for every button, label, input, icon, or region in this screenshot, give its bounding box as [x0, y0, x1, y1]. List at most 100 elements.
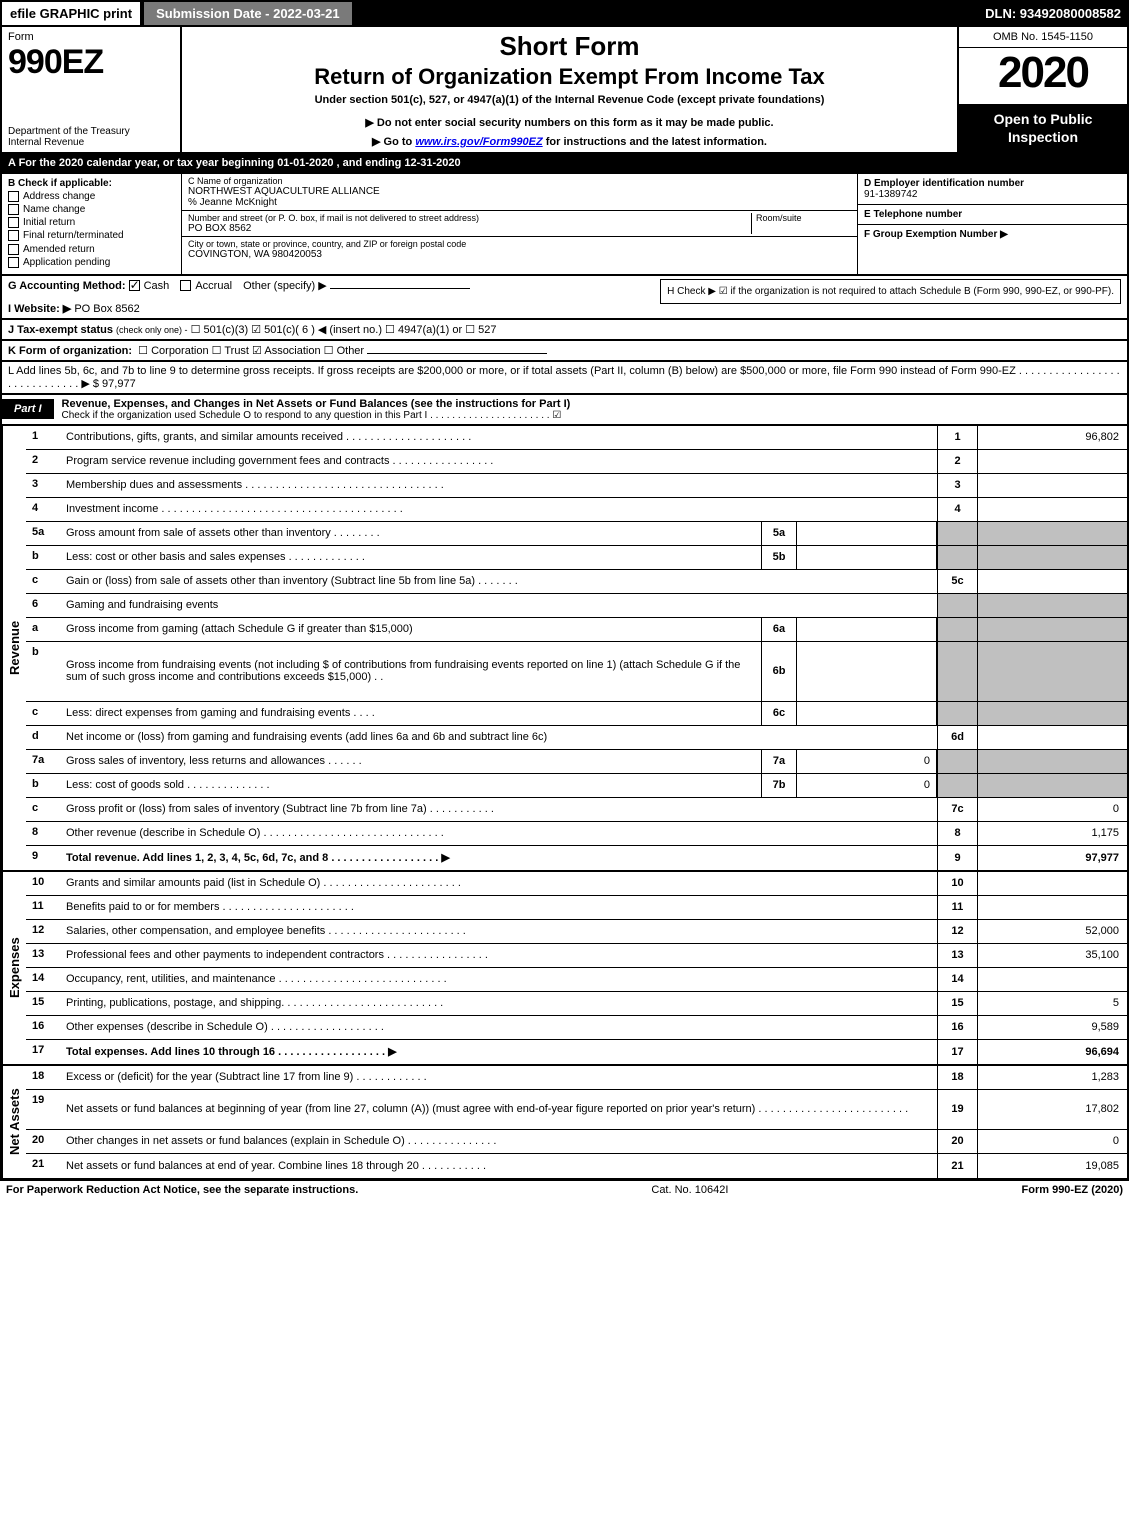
check-address[interactable]: Address change [8, 191, 175, 202]
col-b-checks: B Check if applicable: Address change Na… [2, 174, 182, 274]
line-6: 6Gaming and fundraising events [26, 594, 1127, 618]
col-c-org: C Name of organization NORTHWEST AQUACUL… [182, 174, 857, 274]
line-1: 1Contributions, gifts, grants, and simil… [26, 426, 1127, 450]
street-value: PO BOX 8562 [188, 223, 751, 234]
e-label: E Telephone number [864, 209, 1121, 220]
line-3: 3Membership dues and assessments . . . .… [26, 474, 1127, 498]
row-a-period: A For the 2020 calendar year, or tax yea… [0, 154, 1129, 174]
part-1-label: Part I [2, 399, 54, 419]
line-2: 2Program service revenue including gover… [26, 450, 1127, 474]
check-initial[interactable]: Initial return [8, 217, 175, 228]
page-footer: For Paperwork Reduction Act Notice, see … [0, 1180, 1129, 1199]
line-18: 18Excess or (deficit) for the year (Subt… [26, 1066, 1127, 1090]
street-row: Number and street (or P. O. box, if mail… [182, 211, 857, 237]
form-ref: Form 990-EZ (2020) [1022, 1184, 1123, 1196]
submission-date: Submission Date - 2022-03-21 [142, 0, 354, 27]
line-20: 20Other changes in net assets or fund ba… [26, 1130, 1127, 1154]
goto-pre: ▶ Go to [372, 136, 415, 148]
city-row: City or town, state or province, country… [182, 237, 857, 262]
room-label: Room/suite [751, 213, 851, 234]
c-label: C Name of organization [188, 176, 851, 186]
header-right: OMB No. 1545-1150 2020 Open to Public In… [957, 27, 1127, 152]
under-section: Under section 501(c), 527, or 4947(a)(1)… [190, 94, 949, 106]
row-l-gross: L Add lines 5b, 6c, and 7b to line 9 to … [0, 362, 1129, 395]
department-label: Department of the Treasury Internal Reve… [8, 126, 174, 148]
revenue-table: Revenue 1Contributions, gifts, grants, a… [0, 426, 1129, 872]
pra-notice: For Paperwork Reduction Act Notice, see … [6, 1184, 358, 1196]
short-form-title: Short Form [190, 31, 949, 62]
line-11: 11Benefits paid to or for members . . . … [26, 896, 1127, 920]
goto-post: for instructions and the latest informat… [543, 136, 767, 148]
line-13: 13Professional fees and other payments t… [26, 944, 1127, 968]
dln-number: DLN: 93492080008582 [977, 2, 1129, 25]
website-value: PO Box 8562 [74, 303, 139, 315]
street-label: Number and street (or P. O. box, if mail… [188, 213, 751, 223]
netassets-table: Net Assets 18Excess or (deficit) for the… [0, 1066, 1129, 1180]
org-name: NORTHWEST AQUACULTURE ALLIANCE [188, 186, 851, 197]
expenses-table: Expenses 10Grants and similar amounts pa… [0, 872, 1129, 1066]
form-org-options: ☐ Corporation ☐ Trust ☑ Association ☐ Ot… [138, 345, 364, 357]
phone-row: E Telephone number [858, 205, 1127, 225]
part-1-header: Part I Revenue, Expenses, and Changes in… [0, 395, 1129, 426]
line-21: 21Net assets or fund balances at end of … [26, 1154, 1127, 1178]
other-specify: Other (specify) ▶ [243, 280, 327, 292]
cat-number: Cat. No. 10642I [651, 1184, 728, 1196]
line-6b: bGross income from fundraising events (n… [26, 642, 1127, 702]
irs-link[interactable]: www.irs.gov/Form990EZ [415, 136, 542, 148]
return-title: Return of Organization Exempt From Incom… [190, 64, 949, 90]
line-10: 10Grants and similar amounts paid (list … [26, 872, 1127, 896]
part-1-title: Revenue, Expenses, and Changes in Net As… [54, 395, 1127, 424]
line-6c: cLess: direct expenses from gaming and f… [26, 702, 1127, 726]
header-center: Short Form Return of Organization Exempt… [182, 27, 957, 152]
check-amended[interactable]: Amended return [8, 244, 175, 255]
cash-check[interactable] [129, 280, 140, 291]
row-g-h: G Accounting Method: Cash Accrual Other … [0, 276, 1129, 320]
ein-row: D Employer identification number 91-1389… [858, 174, 1127, 205]
line-4: 4Investment income . . . . . . . . . . .… [26, 498, 1127, 522]
ssn-warning: ▶ Do not enter social security numbers o… [190, 116, 949, 129]
revenue-side-label: Revenue [2, 426, 26, 870]
d-label: D Employer identification number [864, 178, 1121, 189]
col-b-title: B Check if applicable: [8, 178, 175, 189]
netassets-side-label: Net Assets [2, 1066, 26, 1178]
form-header: Form 990EZ Department of the Treasury In… [0, 27, 1129, 154]
accrual-check[interactable] [180, 280, 191, 291]
tax-year: 2020 [959, 48, 1127, 104]
line-12: 12Salaries, other compensation, and empl… [26, 920, 1127, 944]
check-final[interactable]: Final return/terminated [8, 230, 175, 241]
accounting-method: G Accounting Method: Cash Accrual Other … [8, 279, 640, 292]
care-of: % Jeanne McKnight [188, 197, 851, 208]
form-number: 990EZ [8, 43, 174, 82]
row-j-tax-exempt: J Tax-exempt status (check only one) - ☐… [0, 320, 1129, 341]
city-value: COVINGTON, WA 980420053 [188, 249, 851, 260]
check-name[interactable]: Name change [8, 204, 175, 215]
line-5c: cGain or (loss) from sale of assets othe… [26, 570, 1127, 594]
line-8: 8Other revenue (describe in Schedule O) … [26, 822, 1127, 846]
h-schedule-b: H Check ▶ ☑ if the organization is not r… [660, 279, 1121, 304]
expenses-side-label: Expenses [2, 872, 26, 1064]
website-row: I Website: ▶ PO Box 8562 [8, 302, 640, 315]
line-6d: dNet income or (loss) from gaming and fu… [26, 726, 1127, 750]
line-16: 16Other expenses (describe in Schedule O… [26, 1016, 1127, 1040]
line-6a: aGross income from gaming (attach Schedu… [26, 618, 1127, 642]
line-14: 14Occupancy, rent, utilities, and mainte… [26, 968, 1127, 992]
col-d-ein: D Employer identification number 91-1389… [857, 174, 1127, 274]
efile-print-button[interactable]: efile GRAPHIC print [0, 0, 142, 27]
ein-value: 91-1389742 [864, 189, 1121, 200]
f-label: F Group Exemption Number ▶ [864, 229, 1121, 240]
form-word: Form [8, 31, 174, 43]
line-7c: cGross profit or (loss) from sales of in… [26, 798, 1127, 822]
line-17: 17Total expenses. Add lines 10 through 1… [26, 1040, 1127, 1064]
org-name-row: C Name of organization NORTHWEST AQUACUL… [182, 174, 857, 211]
line-9: 9Total revenue. Add lines 1, 2, 3, 4, 5c… [26, 846, 1127, 870]
city-label: City or town, state or province, country… [188, 239, 851, 249]
line-15: 15Printing, publications, postage, and s… [26, 992, 1127, 1016]
header-left: Form 990EZ Department of the Treasury In… [2, 27, 182, 152]
omb-number: OMB No. 1545-1150 [959, 27, 1127, 48]
open-public-badge: Open to Public Inspection [959, 104, 1127, 152]
goto-instructions: ▶ Go to www.irs.gov/Form990EZ for instru… [190, 135, 949, 148]
check-pending[interactable]: Application pending [8, 257, 175, 268]
top-bar: efile GRAPHIC print Submission Date - 20… [0, 0, 1129, 27]
line-7a: 7aGross sales of inventory, less returns… [26, 750, 1127, 774]
info-grid: B Check if applicable: Address change Na… [0, 174, 1129, 276]
